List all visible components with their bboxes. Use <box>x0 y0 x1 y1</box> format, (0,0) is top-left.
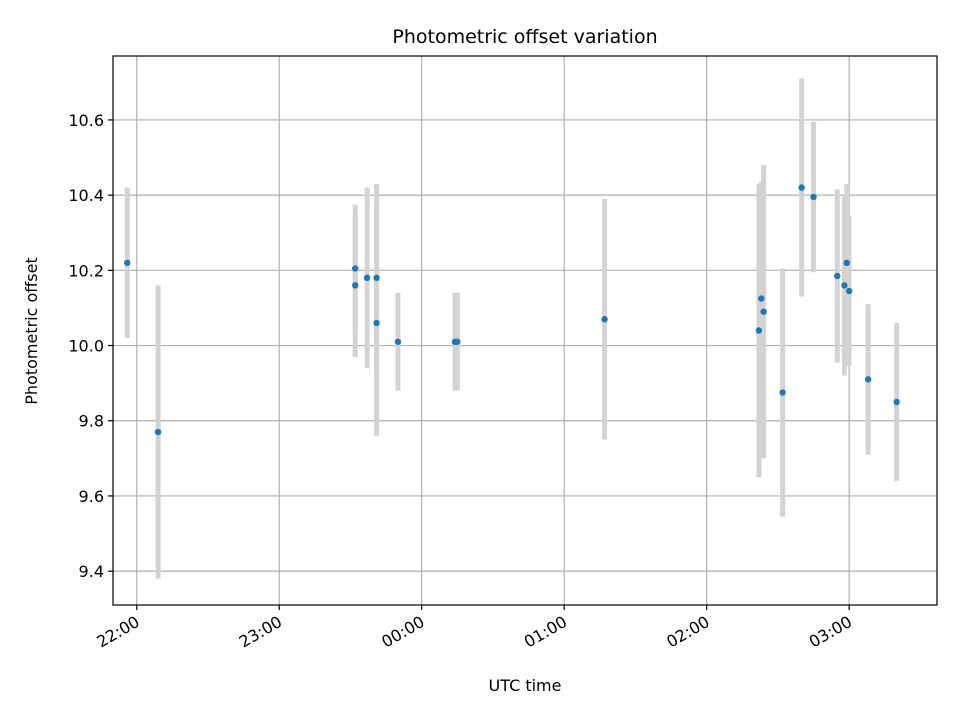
y-tick-label: 10.2 <box>68 261 104 280</box>
data-point <box>394 338 402 345</box>
data-point <box>454 338 461 345</box>
data-point <box>352 265 359 272</box>
data-point <box>373 319 380 327</box>
y-axis-ticks: 9.4 9.6 9.8 10.0 10.2 10.4 10.6 <box>68 111 113 581</box>
y-axis-title: Photometric offset <box>22 257 41 405</box>
data-point <box>841 282 848 289</box>
chart-title: Photometric offset variation <box>392 26 657 48</box>
data-point <box>864 376 872 383</box>
y-tick-label: 10.6 <box>68 111 104 130</box>
data-point <box>893 398 900 406</box>
data-point <box>843 259 850 267</box>
data-point <box>373 274 380 282</box>
y-tick-label: 10.4 <box>68 186 104 205</box>
data-point <box>798 184 805 191</box>
data-point <box>352 282 359 289</box>
data-point <box>755 327 763 334</box>
y-tick-label: 9.4 <box>79 562 104 581</box>
data-point <box>845 287 853 295</box>
plot-frame <box>112 55 938 606</box>
data-point <box>760 308 767 315</box>
data-point <box>758 295 765 302</box>
data-point <box>779 389 786 396</box>
y-tick-label: 9.8 <box>79 412 104 431</box>
x-axis-title: UTC time <box>489 676 562 695</box>
data-point <box>810 193 817 201</box>
data-point <box>601 316 608 323</box>
data-points <box>124 184 900 436</box>
data-point <box>834 272 841 280</box>
y-tick-label: 10.0 <box>68 337 104 356</box>
data-point <box>124 259 131 267</box>
data-point <box>154 428 162 436</box>
y-tick-label: 9.6 <box>79 487 104 506</box>
data-point <box>363 274 371 282</box>
